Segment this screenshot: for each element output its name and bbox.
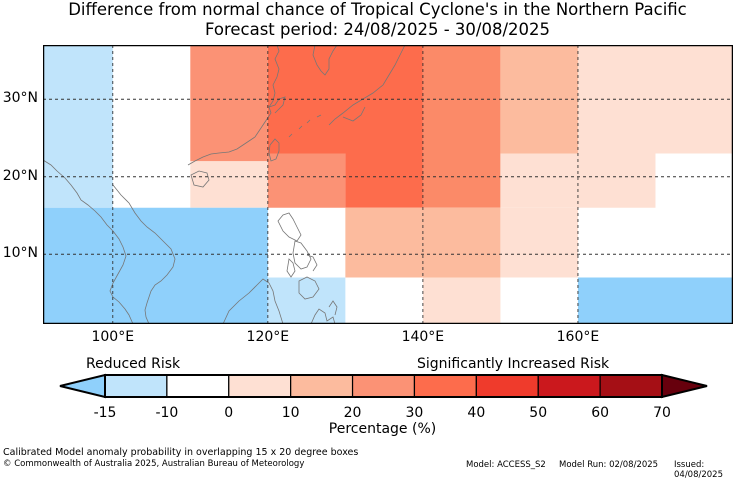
lon-tick-label-120: 120°E [246, 329, 290, 345]
lon-tick-label-160: 160°E [556, 329, 600, 345]
colorbar-tick-7: 50 [529, 405, 548, 421]
colorbar-bin-5 [413, 374, 477, 398]
colorbar-bin-3 [290, 374, 354, 398]
footer-copyright: © Commonwealth of Australia 2025, Austra… [3, 459, 305, 469]
risk-cell-10 [500, 153, 656, 208]
graticule [43, 45, 733, 324]
risk-cell-9 [422, 153, 501, 208]
footer-description: Calibrated Model anomaly probability in … [3, 447, 359, 458]
colorbar-bin-4 [351, 374, 416, 398]
colorbar-axis-label: Percentage (%) [328, 421, 437, 437]
colorbar-high-extend [661, 373, 708, 399]
risk-cell-11 [43, 207, 268, 324]
colorbar-bin-6 [475, 374, 539, 398]
colorbar-low-extend [59, 373, 106, 399]
colorbar-label-reduced: Reduced Risk [86, 356, 181, 372]
colorbar-tick-0: -15 [93, 405, 117, 421]
footer-model: Model: ACCESS_S2 [466, 460, 546, 470]
title-line-2: Forecast period: 24/08/2025 - 30/08/2025 [204, 20, 551, 39]
risk-cell-16 [577, 277, 733, 324]
colorbar-bin-0 [104, 374, 168, 398]
lat-tick-label-10: 10°N [2, 245, 38, 262]
coastline [43, 45, 406, 324]
risk-cell-14 [267, 277, 346, 324]
colorbar-tick-2: 0 [224, 405, 234, 421]
colorbar [59, 373, 708, 399]
colorbar-tick-8: 60 [591, 405, 610, 421]
colorbar-label-increased: Significantly Increased Risk [417, 356, 610, 372]
forecast-map [43, 45, 733, 324]
colorbar-bin-1 [166, 374, 230, 398]
colorbar-tick-4: 20 [343, 405, 362, 421]
risk-cell-15 [422, 277, 501, 324]
lon-tick-label-140: 140°E [401, 329, 445, 345]
risk-cell-6 [190, 161, 268, 208]
footer-model-run: Model Run: 02/08/2025 [559, 460, 659, 470]
risk-cell-0 [43, 45, 113, 208]
colorbar-tick-5: 30 [405, 405, 424, 421]
colorbar-tick-6: 40 [467, 405, 486, 421]
lat-tick-label-30: 30°N [2, 90, 38, 107]
colorbar-tick-3: 10 [281, 405, 300, 421]
risk-cell-13 [500, 207, 578, 278]
colorbar-bin-8 [599, 374, 663, 398]
colorbar-tick-9: 70 [653, 405, 671, 421]
risk-cell-8 [345, 153, 423, 208]
colorbar-bin-7 [537, 374, 601, 398]
colorbar-bins [104, 374, 663, 398]
colorbar-bin-2 [228, 374, 292, 398]
colorbar-tick-1: -10 [155, 405, 179, 421]
risk-cell-1 [190, 45, 268, 162]
title-line-1: Difference from normal chance of Tropica… [68, 0, 687, 19]
lat-tick-label-20: 20°N [2, 167, 38, 184]
lon-tick-label-100: 100°E [91, 329, 135, 345]
footer-issued: Issued: 04/08/2025 [674, 460, 723, 480]
risk-cell-7 [267, 153, 346, 208]
